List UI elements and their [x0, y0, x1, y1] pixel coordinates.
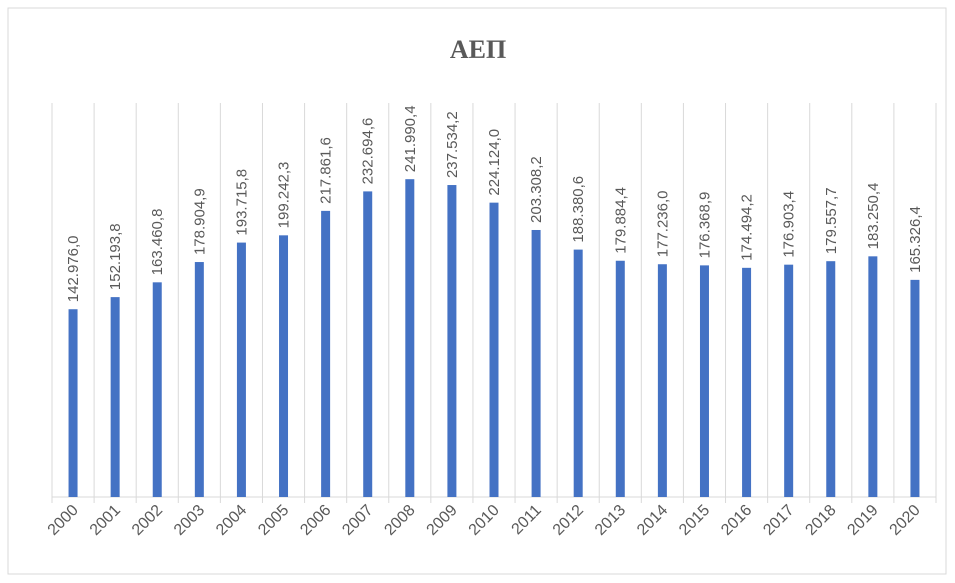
- bar: [489, 202, 499, 497]
- data-label: 217.861,6: [318, 137, 335, 204]
- data-label: 165.326,4: [907, 206, 924, 273]
- bar: [657, 264, 667, 497]
- bar: [363, 191, 373, 498]
- bar: [910, 279, 920, 497]
- bar: [194, 262, 204, 497]
- bar: [68, 309, 78, 497]
- data-label: 174.494,2: [739, 194, 756, 261]
- data-label: 203.308,2: [528, 156, 545, 223]
- data-label: 232.694,6: [360, 118, 377, 185]
- data-label: 199.242,3: [276, 162, 293, 229]
- data-label: 193.715,8: [233, 169, 250, 236]
- bar: [405, 179, 415, 497]
- data-label: 179.557,7: [823, 187, 840, 254]
- bar: [868, 256, 878, 497]
- data-label: 237.534,2: [444, 111, 461, 178]
- bar: [447, 185, 457, 497]
- bar: [279, 235, 289, 498]
- data-label: 152.193,8: [107, 223, 124, 290]
- bar: [699, 265, 709, 497]
- bar: [742, 267, 752, 497]
- data-label: 188.380,6: [570, 176, 587, 243]
- bar: [110, 297, 120, 497]
- chart-title: ΑΕΠ: [450, 35, 506, 64]
- bar: [784, 264, 794, 497]
- bar: [573, 249, 583, 497]
- data-label: 142.976,0: [65, 235, 82, 302]
- data-label: 177.236,0: [654, 190, 671, 257]
- bar: [152, 282, 162, 497]
- bar: [236, 242, 246, 497]
- data-label: 176.903,4: [781, 191, 798, 258]
- data-label: 241.990,4: [402, 105, 419, 172]
- chart-border: [7, 7, 947, 575]
- data-label: 163.460,8: [149, 209, 166, 276]
- bar: [531, 229, 541, 497]
- data-label: 178.904,9: [191, 188, 208, 255]
- data-label: 224.124,0: [486, 129, 503, 196]
- bar: [826, 261, 836, 497]
- data-label: 176.368,9: [696, 192, 713, 259]
- data-label: 179.884,4: [612, 187, 629, 254]
- bar: [321, 210, 331, 497]
- data-label: 183.250,4: [865, 183, 882, 250]
- bar: [615, 260, 625, 497]
